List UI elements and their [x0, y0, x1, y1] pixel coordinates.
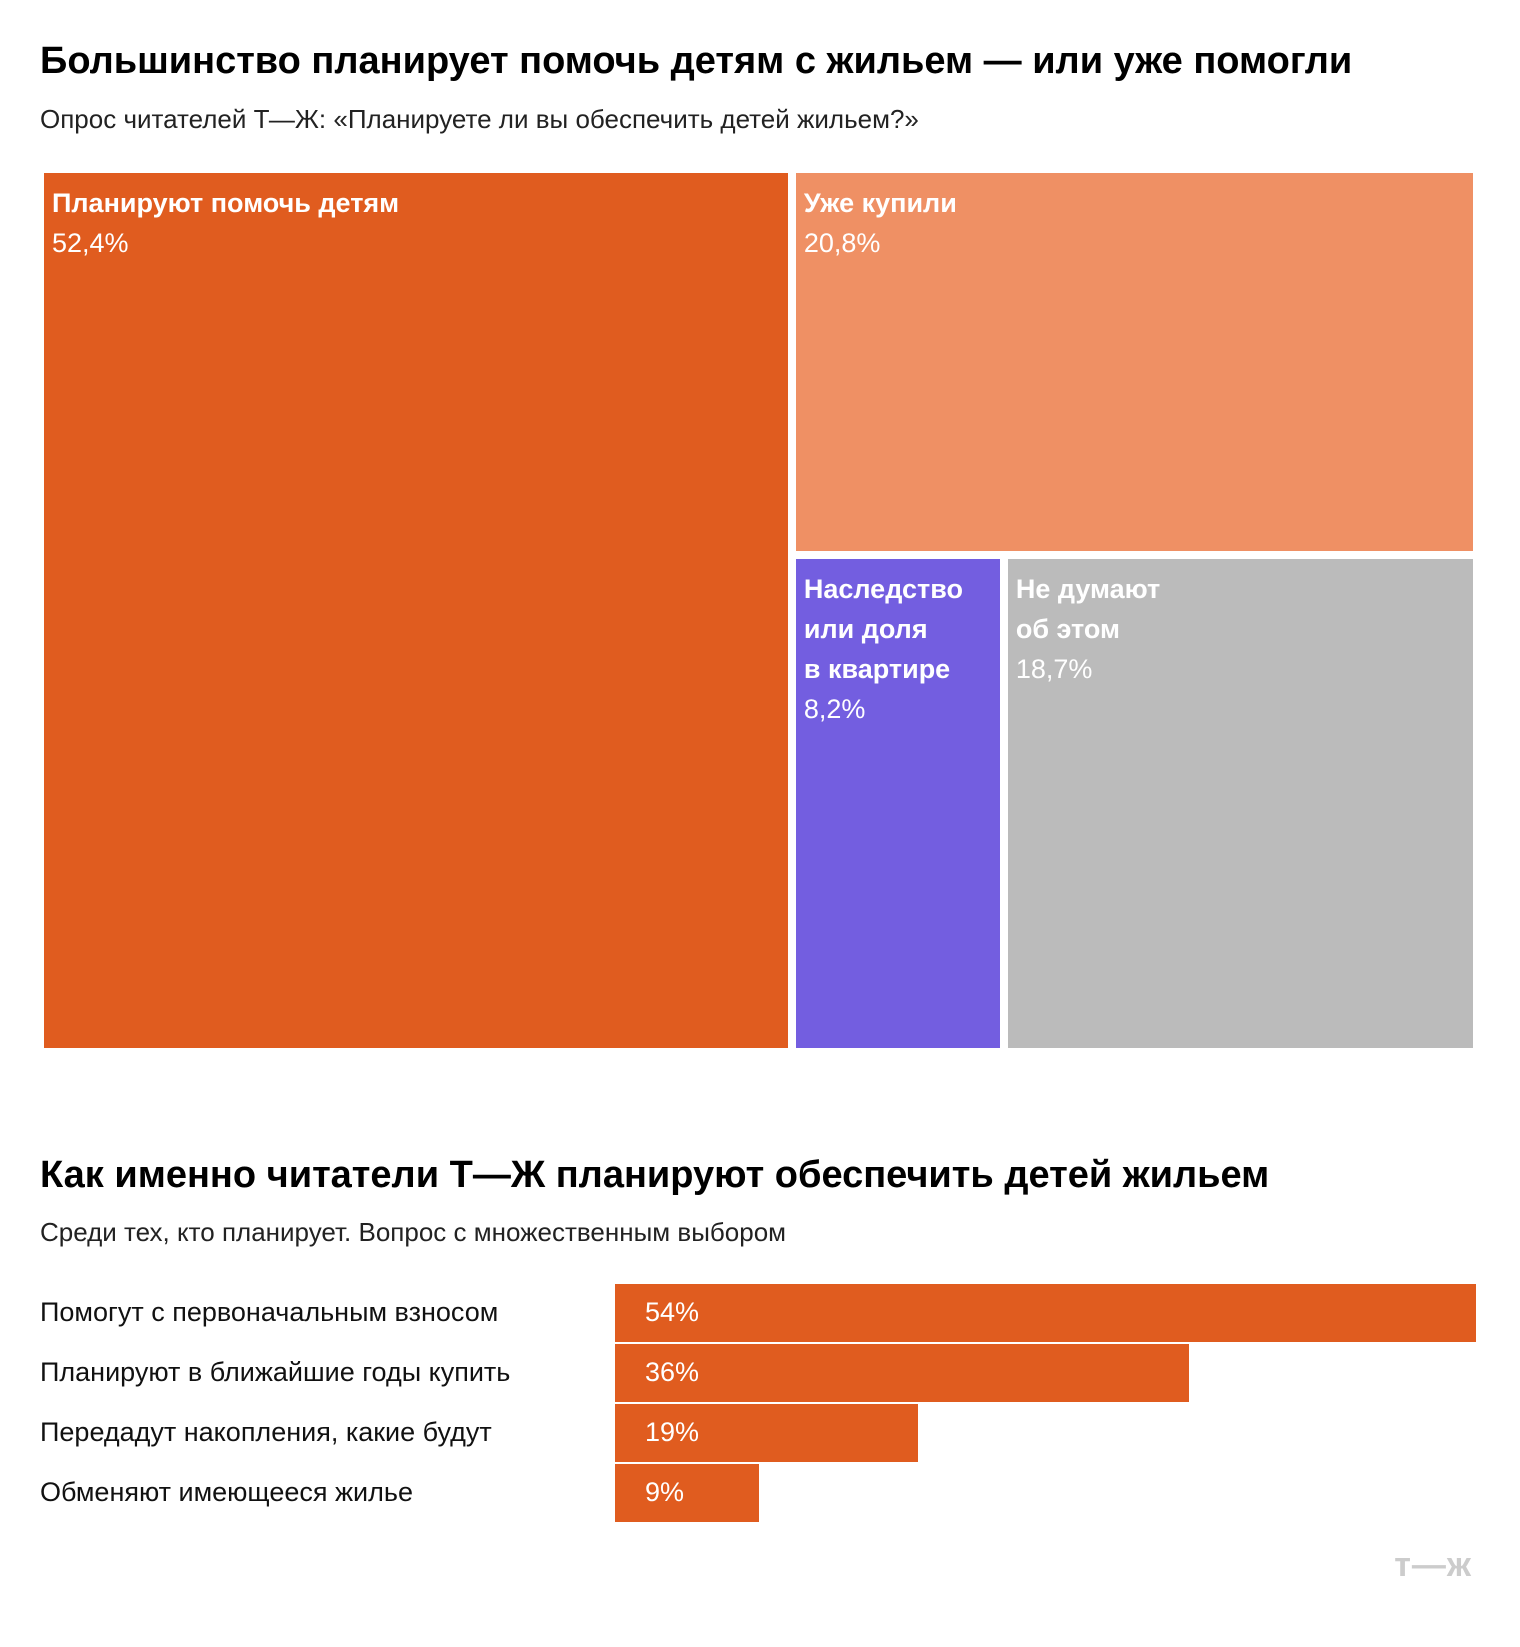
tile-label: Уже купили: [803, 188, 957, 218]
bar: [615, 1344, 1189, 1402]
treemap-tile: Не думают об этом 18,7%: [1007, 559, 1473, 1048]
treemap-tile: Уже купили 20,8%: [795, 173, 1473, 552]
chart-title: Большинство планирует помочь детям с жил…: [40, 40, 1353, 82]
tile-value: 18,7%: [1015, 654, 1093, 685]
treemap-tile: Планируют помочь детям 52,4%: [44, 173, 788, 1048]
chart-subtitle: Среди тех, кто планирует. Вопрос с множе…: [40, 1217, 787, 1247]
tile-label: Не думают об этом: [1015, 574, 1161, 645]
value-label: 9%: [645, 1477, 685, 1507]
tile-value: 20,8%: [803, 228, 881, 258]
chart-title: Как именно читатели Т—Ж планируют обеспе…: [40, 1154, 1270, 1196]
tile-value: 8,2%: [803, 694, 866, 725]
value-label: 36%: [645, 1357, 700, 1387]
value-label: 54%: [645, 1297, 700, 1327]
logo: т—ж: [1394, 1546, 1472, 1584]
category-label: Обменяют имеющееся жилье: [40, 1477, 413, 1507]
category-label: Помогут с первоначальным взносом: [40, 1297, 499, 1327]
chart-subtitle: Опрос читателей Т—Ж: «Планируете ли вы о…: [40, 104, 919, 134]
bar: [615, 1284, 1476, 1342]
tile-label: Планируют помочь детям: [52, 188, 400, 218]
tile-label: Наследство или доля в квартире: [803, 574, 963, 685]
bar: [615, 1464, 759, 1522]
tile-value: 52,4%: [52, 228, 129, 258]
value-label: 19%: [645, 1417, 700, 1447]
treemap-tile: Наследство или доля в квартире 8,2%: [795, 559, 1000, 1048]
bar: [615, 1404, 918, 1462]
category-label: Планируют в ближайшие годы купить: [40, 1357, 511, 1387]
category-label: Передадут накопления, какие будут: [40, 1417, 492, 1447]
